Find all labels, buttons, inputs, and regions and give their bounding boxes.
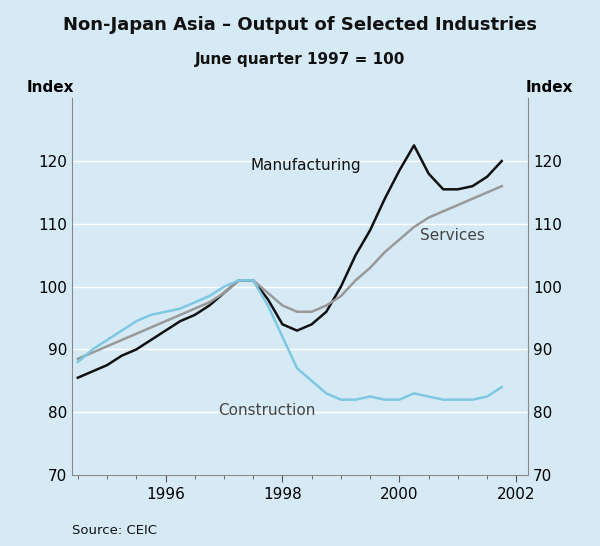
Text: Manufacturing: Manufacturing: [250, 158, 361, 174]
Text: Construction: Construction: [218, 403, 316, 418]
Text: Non-Japan Asia – Output of Selected Industries: Non-Japan Asia – Output of Selected Indu…: [63, 16, 537, 34]
Text: Services: Services: [420, 228, 485, 242]
Text: Index: Index: [26, 80, 74, 94]
Text: Source: CEIC: Source: CEIC: [72, 524, 157, 537]
Text: Index: Index: [526, 80, 574, 94]
Text: June quarter 1997 = 100: June quarter 1997 = 100: [195, 52, 405, 67]
